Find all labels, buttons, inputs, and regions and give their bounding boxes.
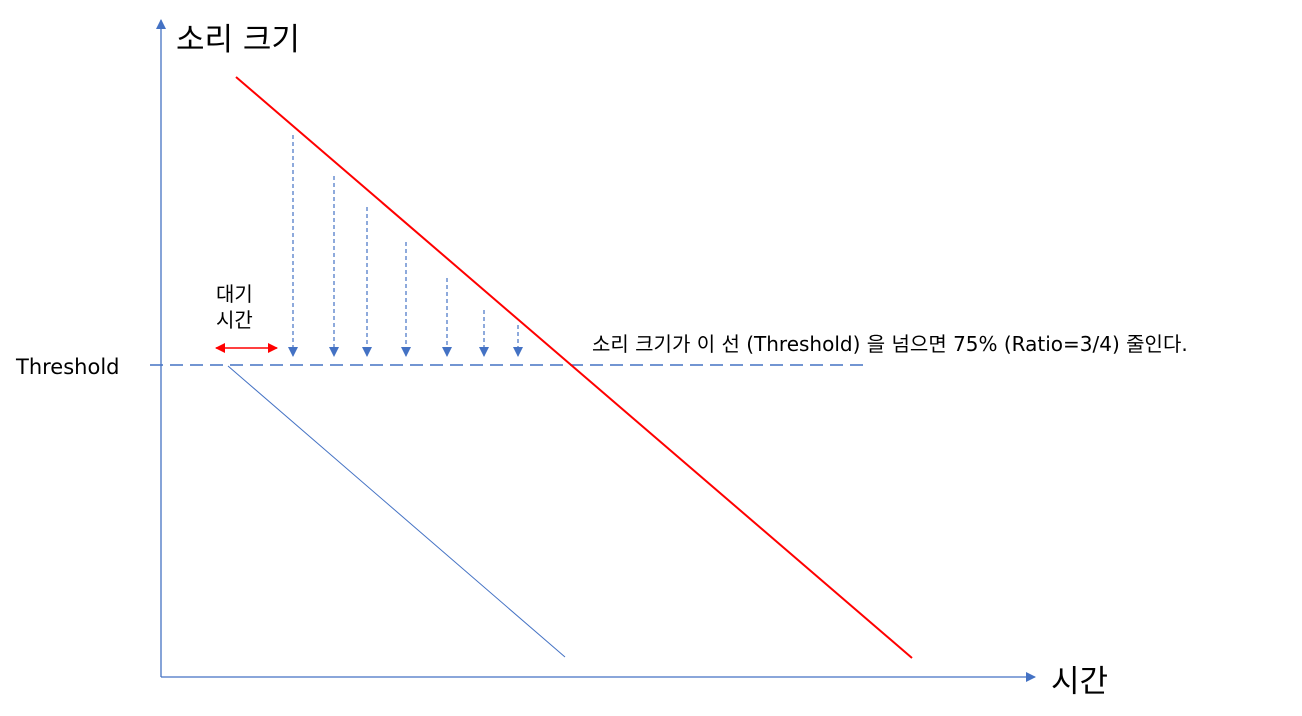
delay-label-line2: 시간 xyxy=(216,308,253,332)
threshold-label: Threshold xyxy=(16,355,120,379)
threshold-note: 소리 크기가 이 선 (Threshold) 을 넘으면 75% (Ratio=… xyxy=(592,332,1188,356)
output-level-line xyxy=(227,365,566,658)
reduction-arrows xyxy=(288,135,523,357)
delay-label-line1: 대기 xyxy=(216,282,253,306)
x-axis-title: 시간 xyxy=(1051,664,1109,700)
y-axis-title: 소리 크기 xyxy=(176,22,300,58)
input-level-line xyxy=(235,76,913,659)
delay-time-label: 대기 시간 xyxy=(216,281,253,333)
